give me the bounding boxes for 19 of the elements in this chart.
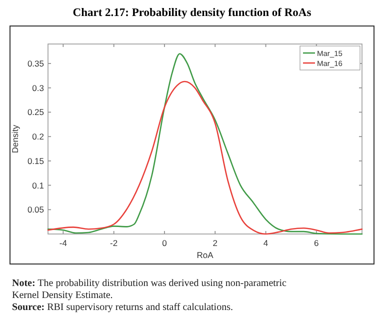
y-tick-label: 0.1	[32, 180, 44, 190]
x-tick-label: 0	[162, 238, 168, 248]
y-tick-label: 0.15	[27, 156, 44, 166]
line-series	[47, 80, 363, 235]
y-tick-label: 0.3	[32, 82, 44, 93]
x-axis-title: RoA	[196, 250, 214, 260]
x-tick-label: -2	[110, 238, 118, 248]
y-tick-label: 0.25	[27, 107, 44, 118]
x-tick-label: 4	[263, 238, 268, 248]
chart-title: Chart 2.17: Probability density function of RoAs	[72, 7, 312, 19]
x-tick-label: -4	[59, 238, 68, 248]
x-tick-label: 2	[212, 238, 218, 248]
y-tick-label: 0.05	[27, 204, 44, 215]
y-axis-title: Density	[10, 124, 20, 154]
y-tick-label: 0.2	[32, 132, 44, 142]
source-note: Source: RBI supervisory returns and staff calculations.	[12, 302, 233, 313]
x-tick-label: 6	[314, 238, 320, 248]
y-tick-label: 0.35	[27, 58, 44, 68]
text: Note: The probability distribution was derived using non-parametric Kernel Density Estimate.	[12, 278, 288, 301]
